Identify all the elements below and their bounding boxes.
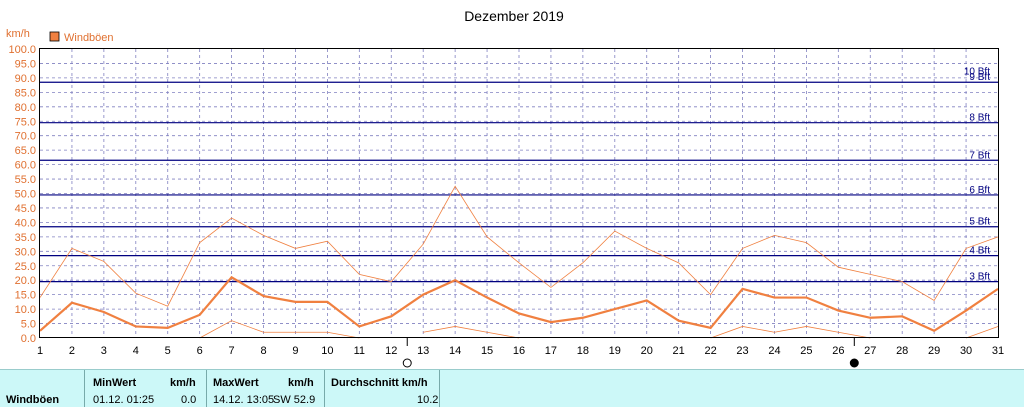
min-header: MinWert <box>93 377 137 389</box>
avg-header: Durchschnitt km/h <box>331 377 428 389</box>
series-lines <box>39 185 999 339</box>
beaufort-label: 9 Bft <box>969 72 990 83</box>
y-tick-label: 90.0 <box>15 73 36 85</box>
min-cell: MinWert km/h 01.12. 01:25 0.0 <box>84 370 206 407</box>
series-line <box>199 320 360 339</box>
y-axis-unit: km/h <box>6 28 30 40</box>
beaufort-label: 6 Bft <box>969 185 990 196</box>
series-line <box>423 326 520 339</box>
x-tick-label: 7 <box>229 345 235 357</box>
y-tick-label: 95.0 <box>15 58 36 70</box>
series-line <box>965 326 999 339</box>
max-unit: km/h <box>288 377 314 389</box>
x-tick-label: 4 <box>133 345 139 357</box>
y-tick-label: 35.0 <box>15 232 36 244</box>
legend-label: Windböen <box>64 32 114 44</box>
x-tick-label: 13 <box>417 345 429 357</box>
y-tick-label: 65.0 <box>15 145 36 157</box>
beaufort-label: 7 Bft <box>969 150 990 161</box>
x-tick-label: 15 <box>481 345 493 357</box>
x-tick-label: 9 <box>292 345 298 357</box>
x-tick-label: 30 <box>960 345 972 357</box>
y-tick-label: 75.0 <box>15 116 36 128</box>
y-tick-label: 85.0 <box>15 87 36 99</box>
x-tick-label: 10 <box>321 345 333 357</box>
plot-frame <box>39 48 999 338</box>
min-unit: km/h <box>170 377 196 389</box>
x-tick-label: 31 <box>992 345 1004 357</box>
x-tick-label: 12 <box>385 345 397 357</box>
y-tick-label: 100.0 <box>8 44 36 56</box>
chart-title: Dezember 2019 <box>464 8 564 24</box>
x-tick-label: 25 <box>800 345 812 357</box>
y-tick-label: 5.0 <box>21 319 36 331</box>
x-tick-label: 6 <box>197 345 203 357</box>
y-tick-label: 20.0 <box>15 275 36 287</box>
new-moon-icon <box>849 358 859 368</box>
x-tick-label: 1 <box>37 345 43 357</box>
max-dir-value: SW 52.9 <box>273 394 316 406</box>
series-line <box>39 275 999 333</box>
beaufort-label: 8 Bft <box>969 113 990 124</box>
series-line <box>710 326 871 339</box>
y-tick-label: 25.0 <box>15 261 36 273</box>
x-tick-labels: 1 2 3 4 5 6 7 8 9 10 11 12 13 14 15 16 17 18 19 20 21 22 23 24 2… <box>37 345 1004 357</box>
y-tick-label: 60.0 <box>15 160 36 172</box>
max-cell: MaxWert km/h 14.12. 13:05 SW 52.9 <box>206 370 324 407</box>
x-tick-label: 14 <box>449 345 461 357</box>
min-date: 01.12. 01:25 <box>93 394 155 406</box>
x-tick-label: 2 <box>69 345 75 357</box>
y-tick-label: 0.0 <box>21 333 36 345</box>
x-tick-label: 19 <box>609 345 621 357</box>
y-tick-label: 80.0 <box>15 102 36 114</box>
x-tick-label: 24 <box>768 345 780 357</box>
x-tick-label: 21 <box>673 345 685 357</box>
y-tick-label: 70.0 <box>15 131 36 143</box>
beaufort-label: 3 Bft <box>969 272 990 283</box>
wind-chart: Dezember 2019 km/h Windböen 3 Bft 4 Bft 5 … <box>6 8 1004 368</box>
legend-swatch <box>49 31 60 42</box>
y-tick-label: 10.0 <box>15 304 36 316</box>
x-tick-label: 8 <box>260 345 266 357</box>
avg-value: 10.2 <box>417 394 439 406</box>
beaufort-label: 5 Bft <box>969 217 990 228</box>
y-tick-label: 15.0 <box>15 290 36 302</box>
y-tick-label: 45.0 <box>15 203 36 215</box>
y-tick-labels: 0.0 5.0 10.0 15.0 20.0 25.0 30.0 35.0 40.0 45.0 50… <box>8 44 36 345</box>
x-tick-label: 26 <box>832 345 844 357</box>
avg-cell: Durchschnitt km/h 10.2 <box>324 370 440 407</box>
x-tick-label: 20 <box>641 345 653 357</box>
x-tick-label: 29 <box>928 345 940 357</box>
min-value: 0.0 <box>181 394 197 406</box>
max-date: 14.12. 13:05 <box>213 394 275 406</box>
x-tick-label: 23 <box>736 345 748 357</box>
moon-markers <box>402 338 859 368</box>
y-tick-label: 55.0 <box>15 174 36 186</box>
grid <box>40 49 998 338</box>
beaufort-label: 10 Bft <box>964 66 990 77</box>
x-tick-label: 28 <box>896 345 908 357</box>
x-tick-label: 16 <box>513 345 525 357</box>
x-tick-label: 11 <box>354 345 365 357</box>
x-tick-label: 22 <box>704 345 716 357</box>
max-header: MaxWert <box>213 377 259 389</box>
beaufort-label: 4 Bft <box>969 246 990 257</box>
x-tick-label: 27 <box>864 345 876 357</box>
x-tick-label: 18 <box>577 345 589 357</box>
y-tick-label: 30.0 <box>15 246 36 258</box>
x-tick-label: 17 <box>545 345 557 357</box>
x-tick-label: 3 <box>101 345 107 357</box>
summary-row-label: Windböen <box>6 394 60 406</box>
y-tick-label: 40.0 <box>15 217 36 229</box>
y-tick-label: 50.0 <box>15 189 36 201</box>
x-tick-label: 5 <box>165 345 171 357</box>
series-line <box>39 185 999 307</box>
first-quarter-moon-icon <box>402 358 412 368</box>
summary-table: Windböen MinWert km/h 01.12. 01:25 0.0 M… <box>0 369 1024 407</box>
